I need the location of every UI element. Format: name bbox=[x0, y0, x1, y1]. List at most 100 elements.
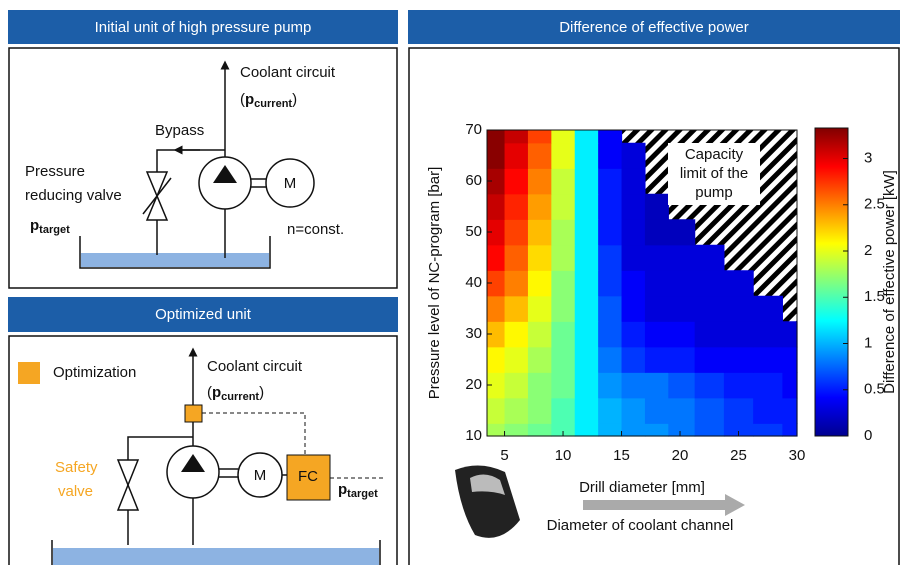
label: M bbox=[254, 467, 267, 484]
arrow bbox=[583, 494, 745, 516]
heat-cell bbox=[621, 168, 646, 195]
label: p bbox=[245, 91, 254, 108]
heat-cell bbox=[527, 270, 552, 297]
label: Coolant circuit bbox=[240, 64, 336, 81]
heat-cell bbox=[574, 219, 599, 246]
chart-title: Difference of effective power bbox=[559, 19, 749, 36]
heat-cell bbox=[574, 142, 599, 169]
heat-cell bbox=[504, 168, 529, 195]
heat-cell bbox=[782, 372, 798, 399]
heat-cell bbox=[527, 295, 552, 322]
heat-cell bbox=[487, 270, 506, 297]
label: target bbox=[39, 224, 70, 236]
colorbar bbox=[814, 127, 849, 437]
heat-cell bbox=[487, 346, 506, 373]
heat-cell bbox=[574, 423, 599, 437]
heat-cell bbox=[621, 193, 646, 220]
drill-icon bbox=[455, 465, 520, 538]
heat-cell bbox=[574, 244, 599, 271]
heat-cell bbox=[621, 270, 646, 297]
y-axis-label: Pressure level of NC-program [bar] bbox=[426, 167, 443, 400]
heat-cell bbox=[644, 270, 669, 297]
heat-cell bbox=[621, 372, 646, 399]
y-tick-label: 40 bbox=[465, 274, 482, 291]
heat-cell bbox=[668, 372, 696, 399]
colorbar-tick-label: 0.5 bbox=[864, 381, 885, 398]
heat-cell bbox=[694, 270, 725, 297]
heat-cell bbox=[782, 397, 798, 424]
heat-cell bbox=[504, 130, 529, 144]
heat-cell bbox=[504, 423, 529, 437]
label: M bbox=[284, 175, 297, 192]
heat-cell bbox=[668, 397, 696, 424]
heat-cell bbox=[527, 168, 552, 195]
heat-cell bbox=[598, 142, 623, 169]
heat-cell bbox=[598, 168, 623, 195]
heat-cell bbox=[782, 423, 798, 437]
heat-cell bbox=[723, 423, 754, 437]
heat-cell bbox=[598, 270, 623, 297]
heat-cell bbox=[723, 346, 754, 373]
heat-cell bbox=[551, 423, 576, 437]
heat-cell bbox=[487, 321, 506, 348]
heat-cell bbox=[574, 130, 599, 144]
heat-cell bbox=[644, 397, 669, 424]
heat-cell bbox=[644, 321, 669, 348]
heat-cell bbox=[487, 295, 506, 322]
label: reducing valve bbox=[25, 187, 122, 204]
heat-cell bbox=[723, 321, 754, 348]
heat-cell bbox=[694, 397, 725, 424]
heat-cell bbox=[527, 346, 552, 373]
heat-cell bbox=[527, 142, 552, 169]
y-tick-label: 30 bbox=[465, 325, 482, 342]
heat-cell bbox=[487, 372, 506, 399]
label: FC bbox=[298, 468, 318, 485]
heat-cell bbox=[668, 423, 696, 437]
label: ) bbox=[259, 384, 264, 401]
legend-label: Optimization bbox=[53, 364, 136, 381]
label: ) bbox=[292, 91, 297, 108]
heat-cell bbox=[574, 193, 599, 220]
panel-box bbox=[8, 47, 398, 289]
heat-cell bbox=[504, 219, 529, 246]
heat-cell bbox=[694, 321, 725, 348]
heat-cell bbox=[598, 372, 623, 399]
heat-cell bbox=[504, 295, 529, 322]
colorbar-label: Difference of effective power [kW] bbox=[881, 170, 898, 394]
label: ptarget bbox=[30, 217, 70, 236]
label: current bbox=[221, 391, 259, 403]
label: p bbox=[212, 384, 221, 401]
heat-cell bbox=[527, 423, 552, 437]
heat-cell bbox=[621, 321, 646, 348]
label: (pcurrent) bbox=[207, 384, 264, 403]
heat-cell bbox=[551, 397, 576, 424]
heat-cell bbox=[621, 423, 646, 437]
annotation: Capacity bbox=[685, 146, 744, 163]
y-tick-label: 10 bbox=[465, 427, 482, 444]
heat-cell bbox=[487, 423, 506, 437]
heat-cell bbox=[487, 244, 506, 271]
heat-cell bbox=[551, 321, 576, 348]
heat-cell bbox=[598, 219, 623, 246]
annotation: limit of the bbox=[680, 165, 748, 182]
y-tick-label: 70 bbox=[465, 121, 482, 138]
heat-cell bbox=[551, 295, 576, 322]
heat-cell bbox=[527, 397, 552, 424]
heat-cell bbox=[504, 397, 529, 424]
panel-title: Initial unit of high pressure pump bbox=[95, 19, 312, 36]
heat-cell bbox=[551, 193, 576, 220]
heat-cell bbox=[527, 130, 552, 144]
y-tick-label: 60 bbox=[465, 172, 482, 189]
heat-cell bbox=[694, 423, 725, 437]
x-tick-label: 25 bbox=[730, 447, 747, 464]
heat-cell bbox=[753, 321, 783, 348]
heat-cell bbox=[551, 244, 576, 271]
heat-cell bbox=[598, 193, 623, 220]
heat-cell bbox=[504, 346, 529, 373]
colorbar-tick-label: 1 bbox=[864, 334, 872, 351]
heat-cell bbox=[644, 372, 669, 399]
colorbar-tick-label: 3 bbox=[864, 149, 872, 166]
heat-cell bbox=[644, 244, 669, 271]
diagram-initial bbox=[79, 60, 315, 269]
